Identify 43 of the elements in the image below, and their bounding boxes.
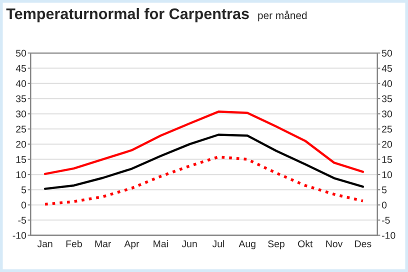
x-tick-label: Mai (154, 240, 168, 248)
y-tick-label: 5 (21, 186, 26, 194)
y2-tick-label: 40 (382, 80, 392, 88)
x-tick-label: Jul (212, 240, 224, 248)
y2-tick-label: 50 (382, 50, 392, 57)
y2-tick-label: 15 (382, 156, 392, 163)
y2-tick-label: 30 (382, 110, 392, 118)
y2-tick-label: -10 (382, 232, 396, 239)
y-tick-label: 10 (16, 171, 26, 178)
y2-tick-label: 0 (382, 202, 387, 209)
y2-tick-label: 35 (382, 95, 392, 102)
x-tick-label: Jan (37, 240, 52, 248)
y-tick-label: 30 (16, 110, 26, 118)
y2-tick-label: 45 (382, 65, 392, 72)
x-tick-label: Sep (268, 240, 284, 250)
y-tick-label: 25 (16, 126, 26, 133)
y-tick-label: 50 (16, 50, 26, 57)
chart-title: Temperaturnormal for Carpentras (6, 8, 249, 22)
y-tick-label: -10 (12, 232, 26, 239)
y-tick-label: 35 (16, 95, 26, 102)
x-tick-label: Mar (95, 240, 112, 248)
y2-tick-label: 10 (382, 171, 392, 178)
x-tick-label: Aug (238, 240, 256, 250)
line-series (44, 110, 364, 176)
y2-tick-label: 5 (382, 186, 387, 194)
x-tick-label: Okt (298, 240, 313, 248)
x-tick-label: Des (355, 240, 372, 248)
y-tick-label: 45 (16, 65, 26, 72)
x-tick-label: Nov (326, 240, 343, 248)
y2-tick-label: 20 (382, 140, 392, 148)
y-tick-label: 0 (21, 202, 26, 209)
y-tick-label: -5 (18, 216, 26, 224)
y-tick-label: 40 (16, 80, 26, 88)
y2-tick-label: 25 (382, 126, 392, 133)
y-tick-label: 15 (16, 156, 26, 163)
x-tick-label: Apr (124, 240, 140, 250)
line-series (44, 156, 364, 206)
chart-subtitle: per måned (258, 10, 307, 22)
y-tick-label: 20 (16, 140, 26, 148)
x-tick-label: Jun (182, 240, 197, 248)
line-series (44, 134, 364, 190)
y2-tick-label: -5 (382, 216, 390, 224)
x-tick-label: Feb (66, 240, 82, 248)
